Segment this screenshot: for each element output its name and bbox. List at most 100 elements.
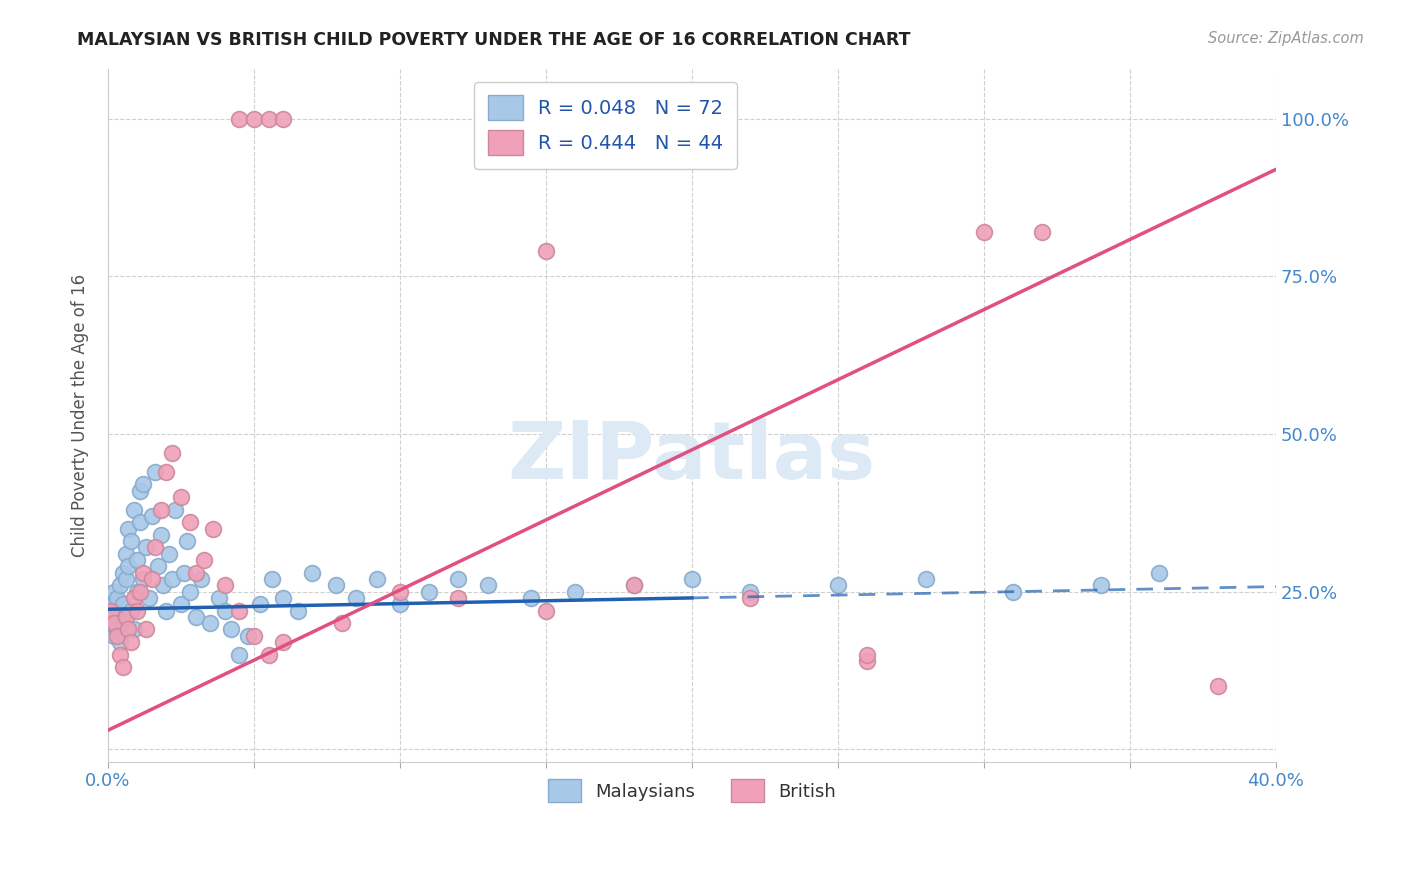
Point xyxy=(120,603,142,617)
Point xyxy=(1206,679,1229,693)
Point xyxy=(149,502,172,516)
Point xyxy=(132,572,155,586)
Point xyxy=(236,629,259,643)
Point xyxy=(111,566,134,580)
Point xyxy=(271,591,294,605)
Point xyxy=(520,591,543,605)
Point xyxy=(301,566,323,580)
Point xyxy=(190,572,212,586)
Point xyxy=(243,112,266,126)
Point xyxy=(132,477,155,491)
Point xyxy=(388,584,411,599)
Point xyxy=(103,629,125,643)
Point xyxy=(214,578,236,592)
Point xyxy=(856,654,879,668)
Point xyxy=(103,584,125,599)
Point xyxy=(856,648,879,662)
Point xyxy=(534,244,557,259)
Point xyxy=(127,603,149,617)
Point xyxy=(176,534,198,549)
Point xyxy=(120,534,142,549)
Point xyxy=(141,508,163,523)
Point xyxy=(132,566,155,580)
Point xyxy=(117,623,139,637)
Point xyxy=(534,603,557,617)
Point xyxy=(160,446,183,460)
Point xyxy=(202,522,225,536)
Point xyxy=(325,578,347,592)
Point xyxy=(108,635,131,649)
Point xyxy=(214,603,236,617)
Point xyxy=(157,547,180,561)
Point xyxy=(143,541,166,555)
Point xyxy=(117,522,139,536)
Point xyxy=(623,578,645,592)
Point xyxy=(193,553,215,567)
Point xyxy=(228,112,250,126)
Point xyxy=(287,603,309,617)
Point xyxy=(114,572,136,586)
Point xyxy=(170,490,193,504)
Point xyxy=(105,591,128,605)
Point xyxy=(122,623,145,637)
Point xyxy=(117,559,139,574)
Point xyxy=(198,616,221,631)
Point xyxy=(388,597,411,611)
Point xyxy=(447,572,470,586)
Point xyxy=(100,616,122,631)
Point xyxy=(143,465,166,479)
Point xyxy=(100,603,122,617)
Point xyxy=(111,597,134,611)
Point xyxy=(105,629,128,643)
Point xyxy=(219,623,242,637)
Text: ZIPatlas: ZIPatlas xyxy=(508,417,876,496)
Point xyxy=(103,616,125,631)
Point xyxy=(179,516,201,530)
Point xyxy=(114,610,136,624)
Point xyxy=(564,584,586,599)
Point xyxy=(681,572,703,586)
Point xyxy=(149,528,172,542)
Point xyxy=(914,572,936,586)
Point xyxy=(344,591,367,605)
Point xyxy=(155,465,177,479)
Point xyxy=(257,648,280,662)
Point xyxy=(170,597,193,611)
Point xyxy=(257,112,280,126)
Point xyxy=(184,610,207,624)
Point xyxy=(366,572,388,586)
Point xyxy=(1090,578,1112,592)
Point xyxy=(146,559,169,574)
Point xyxy=(114,547,136,561)
Point xyxy=(141,572,163,586)
Y-axis label: Child Poverty Under the Age of 16: Child Poverty Under the Age of 16 xyxy=(72,274,89,557)
Point xyxy=(108,648,131,662)
Point xyxy=(165,502,187,516)
Point xyxy=(120,635,142,649)
Point xyxy=(129,584,152,599)
Point xyxy=(138,591,160,605)
Point xyxy=(179,584,201,599)
Point xyxy=(228,603,250,617)
Point xyxy=(1031,226,1053,240)
Legend: Malaysians, British: Malaysians, British xyxy=(536,766,848,815)
Point xyxy=(1002,584,1025,599)
Point xyxy=(740,591,762,605)
Point xyxy=(740,584,762,599)
Point xyxy=(127,584,149,599)
Point xyxy=(129,516,152,530)
Point xyxy=(152,578,174,592)
Point xyxy=(271,112,294,126)
Point xyxy=(1147,566,1170,580)
Point xyxy=(973,226,995,240)
Point xyxy=(135,623,157,637)
Text: Source: ZipAtlas.com: Source: ZipAtlas.com xyxy=(1208,31,1364,46)
Point xyxy=(249,597,271,611)
Point xyxy=(228,648,250,662)
Point xyxy=(135,541,157,555)
Point xyxy=(160,572,183,586)
Point xyxy=(111,660,134,674)
Point xyxy=(105,610,128,624)
Point xyxy=(111,616,134,631)
Point xyxy=(127,553,149,567)
